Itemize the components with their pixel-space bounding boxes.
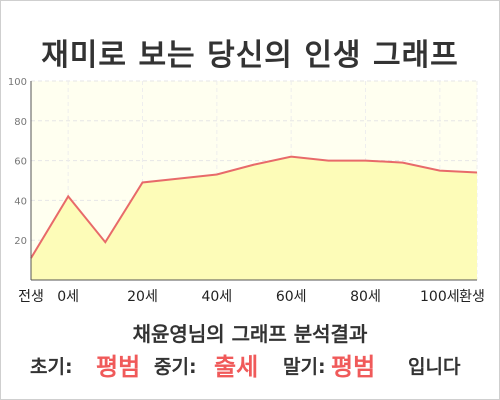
result-heading: 채윤영님의 그래프 분석결과 [132, 322, 368, 346]
y-tick-label: 40 [14, 196, 27, 207]
life-line [30, 155, 478, 259]
late-value: 평범 [331, 353, 376, 381]
x-tick-label: 60세 [276, 289, 307, 305]
result-summary: 초기: 평범 중기: 출세 말기: 평범 입니다 [0, 346, 500, 381]
y-tick-label: 80 [14, 117, 27, 128]
y-tick-label: 100 [8, 77, 27, 88]
result-suffix: 입니다 [408, 356, 461, 378]
x-tick-label: 20세 [127, 289, 158, 305]
y-tick-label: 60 [14, 157, 27, 168]
x-tick-label: 80세 [350, 289, 381, 305]
x-tick-label: 환생 [459, 289, 485, 305]
x-tick-label: 0세 [57, 289, 79, 305]
late-label: 말기: [283, 356, 326, 378]
page-title: 재미로 보는 당신의 인생 그래프 [41, 38, 459, 73]
life-area-fill [31, 156, 477, 280]
x-tick-label: 40세 [201, 289, 232, 305]
middle-label: 중기: [154, 356, 197, 378]
early-value: 평범 [96, 353, 141, 381]
middle-value: 출세 [214, 353, 259, 381]
early-label: 초기: [30, 356, 73, 378]
x-tick-label: 100세 [420, 289, 460, 305]
y-tick-label: 20 [14, 236, 27, 247]
x-tick-label: 전생 [18, 289, 44, 305]
